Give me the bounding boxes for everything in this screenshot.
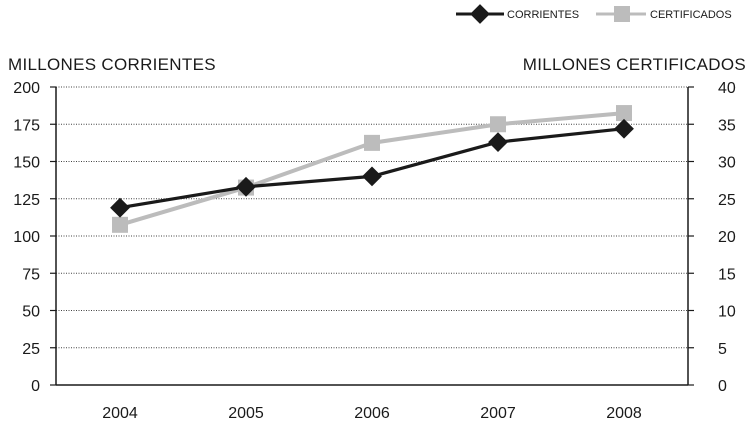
data-point-certificados-2007 [490, 116, 506, 133]
x-tick-label: 2005 [228, 405, 264, 422]
data-point-corrientes-2004 [110, 197, 130, 218]
x-tick-label: 2007 [480, 405, 516, 422]
left-axis-title: MILLONES CORRIENTES [8, 55, 216, 74]
series-layer [110, 105, 634, 233]
left-tick-label: 75 [22, 266, 40, 283]
legend-item-corrientes: CORRIENTES [456, 4, 579, 24]
left-tick-label: 0 [31, 378, 40, 395]
left-tick-label: 100 [13, 229, 40, 246]
left-tick-label: 25 [22, 341, 40, 358]
legend-label-corrientes: CORRIENTES [507, 9, 579, 21]
right-tick-labels: 0 5 10 15 20 25 30 35 40 [718, 80, 736, 395]
data-point-corrientes-2007 [488, 132, 508, 153]
right-tick-label: 25 [718, 192, 736, 209]
legend-item-certificados: CERTIFICADOS [596, 6, 732, 22]
right-tick-label: 40 [718, 80, 736, 97]
legend: CORRIENTES CERTIFICADOS [456, 4, 732, 24]
left-tick-labels: 0 25 50 75 100 125 150 175 200 [13, 80, 40, 395]
data-point-corrientes-2008 [614, 118, 634, 139]
axes [50, 86, 694, 386]
left-tick-label: 150 [13, 155, 40, 172]
right-axis-title: MILLONES CERTIFICADOS [523, 55, 746, 74]
x-tick-label: 2008 [606, 405, 642, 422]
right-tick-label: 15 [718, 266, 736, 283]
data-point-corrientes-2006 [362, 166, 382, 187]
x-tick-label: 2006 [354, 405, 390, 422]
data-point-corrientes-2005 [236, 176, 256, 197]
right-tick-label: 35 [718, 117, 736, 134]
left-tick-label: 200 [13, 80, 40, 97]
left-tick-label: 50 [22, 304, 40, 321]
data-point-certificados-2008 [616, 105, 632, 122]
right-tick-label: 30 [718, 155, 736, 172]
data-point-certificados-2004 [112, 216, 128, 233]
x-tick-labels: 2004 2005 2006 2007 2008 [102, 405, 642, 422]
left-tick-label: 125 [13, 192, 40, 209]
legend-label-certificados: CERTIFICADOS [650, 9, 732, 21]
right-tick-label: 5 [718, 341, 727, 358]
x-tick-label: 2004 [102, 405, 138, 422]
gridlines [56, 86, 688, 349]
data-point-certificados-2006 [364, 134, 380, 151]
left-tick-label: 175 [13, 117, 40, 134]
right-tick-label: 10 [718, 304, 736, 321]
right-tick-label: 0 [718, 378, 727, 395]
right-tick-label: 20 [718, 229, 736, 246]
